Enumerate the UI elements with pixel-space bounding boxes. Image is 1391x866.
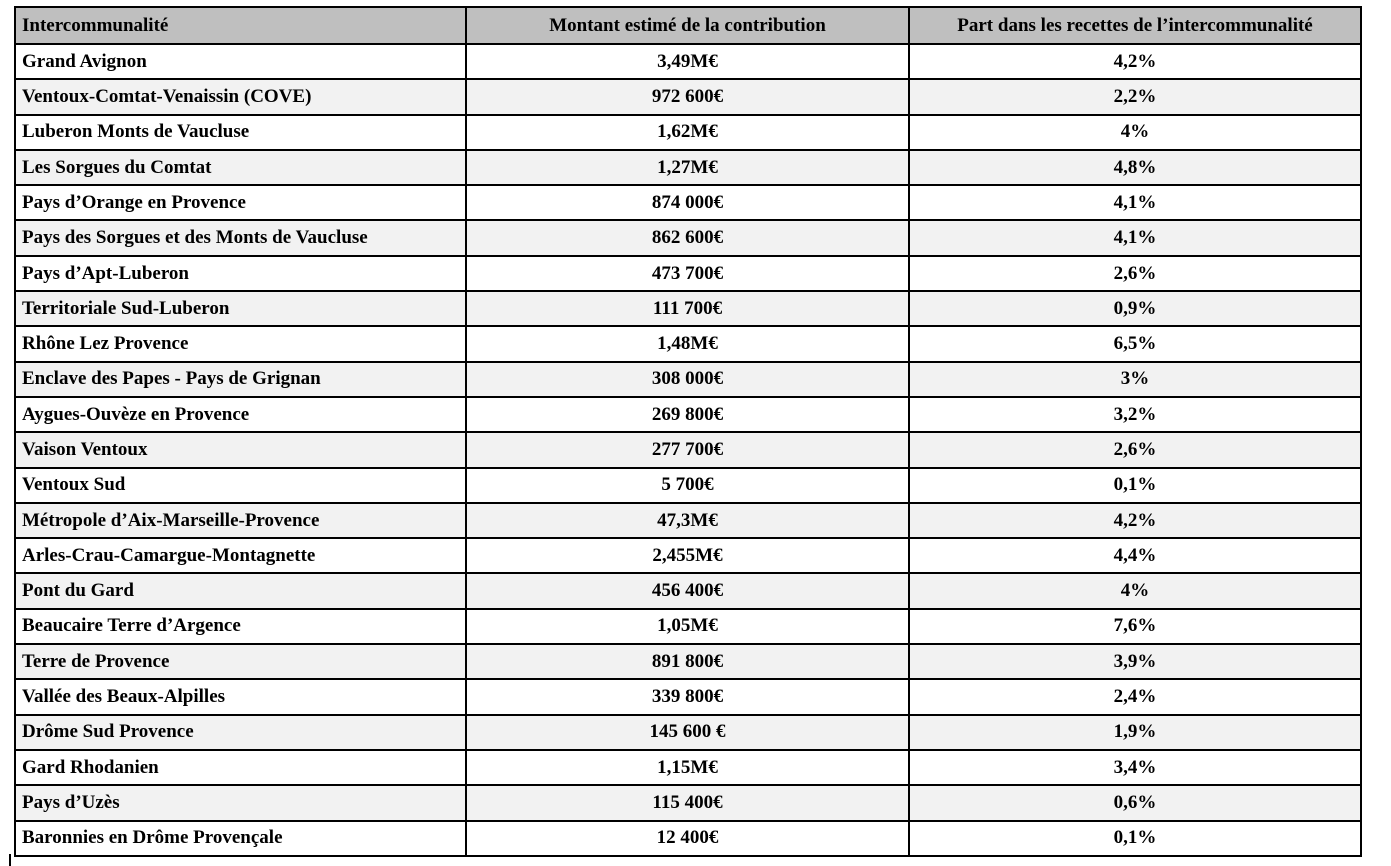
cell-part: 3,9%: [908, 643, 1362, 681]
cell-montant: 277 700€: [465, 431, 910, 469]
cell-montant: 339 800€: [465, 678, 910, 716]
cell-part: 2,4%: [908, 678, 1362, 716]
cell-montant: 891 800€: [465, 643, 910, 681]
cell-name: Gard Rhodanien: [14, 748, 467, 787]
column-header-montant: Montant estimé de la contribution: [465, 6, 910, 45]
cell-part: 3%: [908, 360, 1362, 398]
text-cursor: [9, 854, 11, 866]
table-row: Ventoux Sud 5 700€ 0,1%: [14, 466, 1362, 504]
cell-name: Vaison Ventoux: [14, 431, 467, 469]
cell-montant: 972 600€: [465, 78, 910, 116]
cell-name: Aygues-Ouvèze en Provence: [14, 395, 467, 434]
cell-montant: 5 700€: [465, 466, 910, 504]
table-row: Baronnies en Drôme Provençale 12 400€ 0,1%: [14, 819, 1362, 858]
cell-montant: 115 400€: [465, 784, 910, 822]
table-row: Métropole d’Aix-Marseille-Provence 47,3M€…: [14, 501, 1362, 540]
cell-montant: 2,455M€: [465, 537, 910, 575]
cell-part: 7,6%: [908, 607, 1362, 646]
cell-name: Enclave des Papes - Pays de Grignan: [14, 360, 467, 398]
table-row: Pays des Sorgues et des Monts de Vauclus…: [14, 219, 1362, 257]
cell-part: 6,5%: [908, 325, 1362, 363]
cell-name: Ventoux Sud: [14, 466, 467, 504]
cell-part: 4,1%: [908, 219, 1362, 257]
table-row: Pont du Gard 456 400€ 4%: [14, 572, 1362, 610]
cell-part: 4,1%: [908, 184, 1362, 222]
cell-name: Pays des Sorgues et des Monts de Vauclus…: [14, 219, 467, 257]
cell-name: Pays d’Orange en Provence: [14, 184, 467, 222]
cell-part: 2,6%: [908, 254, 1362, 293]
cell-montant: 456 400€: [465, 572, 910, 610]
cell-part: 4%: [908, 572, 1362, 610]
cell-montant: 1,62M€: [465, 113, 910, 151]
cell-name: Ventoux-Comtat-Venaissin (COVE): [14, 78, 467, 116]
cell-montant: 308 000€: [465, 360, 910, 398]
cell-part: 0,9%: [908, 290, 1362, 328]
cell-montant: 47,3M€: [465, 501, 910, 540]
table-row: Gard Rhodanien 1,15M€ 3,4%: [14, 748, 1362, 787]
table-row: Terre de Provence 891 800€ 3,9%: [14, 643, 1362, 681]
cell-part: 4,4%: [908, 537, 1362, 575]
cell-montant: 3,49M€: [465, 42, 910, 81]
cell-name: Terre de Provence: [14, 643, 467, 681]
cell-name: Drôme Sud Provence: [14, 713, 467, 751]
cell-name: Rhône Lez Provence: [14, 325, 467, 363]
table-body: Grand Avignon 3,49M€ 4,2% Ventoux-Comtat-Ve…: [14, 42, 1362, 858]
cell-part: 4,8%: [908, 148, 1362, 187]
column-header-intercommunalite: Intercommunalité: [14, 6, 467, 45]
cell-montant: 1,05M€: [465, 607, 910, 646]
cell-montant: 862 600€: [465, 219, 910, 257]
cell-part: 4%: [908, 113, 1362, 151]
column-header-part: Part dans les recettes de l’intercommuna…: [908, 6, 1362, 45]
table-row: Pays d’Uzès 115 400€ 0,6%: [14, 784, 1362, 822]
table-row: Territoriale Sud-Luberon 111 700€ 0,9%: [14, 290, 1362, 328]
table-row: Pays d’Orange en Provence 874 000€ 4,1%: [14, 184, 1362, 222]
table-row: Grand Avignon 3,49M€ 4,2%: [14, 42, 1362, 81]
cell-montant: 1,48M€: [465, 325, 910, 363]
cell-name: Luberon Monts de Vaucluse: [14, 113, 467, 151]
cell-part: 2,2%: [908, 78, 1362, 116]
table-row: Aygues-Ouvèze en Provence 269 800€ 3,2%: [14, 395, 1362, 434]
table-row: Ventoux-Comtat-Venaissin (COVE) 972 600€ 2…: [14, 78, 1362, 116]
table-row: Beaucaire Terre d’Argence 1,05M€ 7,6%: [14, 607, 1362, 646]
cell-name: Arles-Crau-Camargue-Montagnette: [14, 537, 467, 575]
cell-montant: 874 000€: [465, 184, 910, 222]
cell-name: Vallée des Beaux-Alpilles: [14, 678, 467, 716]
table-row: Enclave des Papes - Pays de Grignan 308 0…: [14, 360, 1362, 398]
cell-part: 0,1%: [908, 819, 1362, 858]
table-row: Pays d’Apt-Luberon 473 700€ 2,6%: [14, 254, 1362, 293]
cell-name: Pays d’Apt-Luberon: [14, 254, 467, 293]
cell-montant: 12 400€: [465, 819, 910, 858]
cell-name: Les Sorgues du Comtat: [14, 148, 467, 187]
table-row: Arles-Crau-Camargue-Montagnette 2,455M€ 4,…: [14, 537, 1362, 575]
table-row: Drôme Sud Provence 145 600 €1,9%: [14, 713, 1362, 751]
table-header-row: Intercommunalité Montant estimé de la co…: [14, 6, 1362, 45]
cell-part: 0,1%: [908, 466, 1362, 504]
cell-part: 3,4%: [908, 748, 1362, 787]
cell-montant: 1,15M€: [465, 748, 910, 787]
cell-name: Pont du Gard: [14, 572, 467, 610]
cell-montant: 111 700€: [465, 290, 910, 328]
table-row: Luberon Monts de Vaucluse 1,62M€ 4%: [14, 113, 1362, 151]
table-row: Vallée des Beaux-Alpilles 339 800€ 2,4%: [14, 678, 1362, 716]
table-row: Les Sorgues du Comtat 1,27M€ 4,8%: [14, 148, 1362, 187]
cell-name: Métropole d’Aix-Marseille-Provence: [14, 501, 467, 540]
cell-part: 2,6%: [908, 431, 1362, 469]
cell-name: Pays d’Uzès: [14, 784, 467, 822]
cell-part: 1,9%: [908, 713, 1362, 751]
cell-part: 3,2%: [908, 395, 1362, 434]
contributions-table: Intercommunalité Montant estimé de la co…: [14, 6, 1362, 858]
cell-montant: 145 600 €: [465, 713, 910, 751]
table-row: Vaison Ventoux 277 700€ 2,6%: [14, 431, 1362, 469]
cell-montant: 473 700€: [465, 254, 910, 293]
table-row: Rhône Lez Provence 1,48M€ 6,5%: [14, 325, 1362, 363]
cell-name: Territoriale Sud-Luberon: [14, 290, 467, 328]
cell-part: 4,2%: [908, 42, 1362, 81]
cell-part: 4,2%: [908, 501, 1362, 540]
cell-name: Grand Avignon: [14, 42, 467, 81]
cell-montant: 1,27M€: [465, 148, 910, 187]
cell-name: Beaucaire Terre d’Argence: [14, 607, 467, 646]
cell-montant: 269 800€: [465, 395, 910, 434]
cell-part: 0,6%: [908, 784, 1362, 822]
cell-name: Baronnies en Drôme Provençale: [14, 819, 467, 858]
